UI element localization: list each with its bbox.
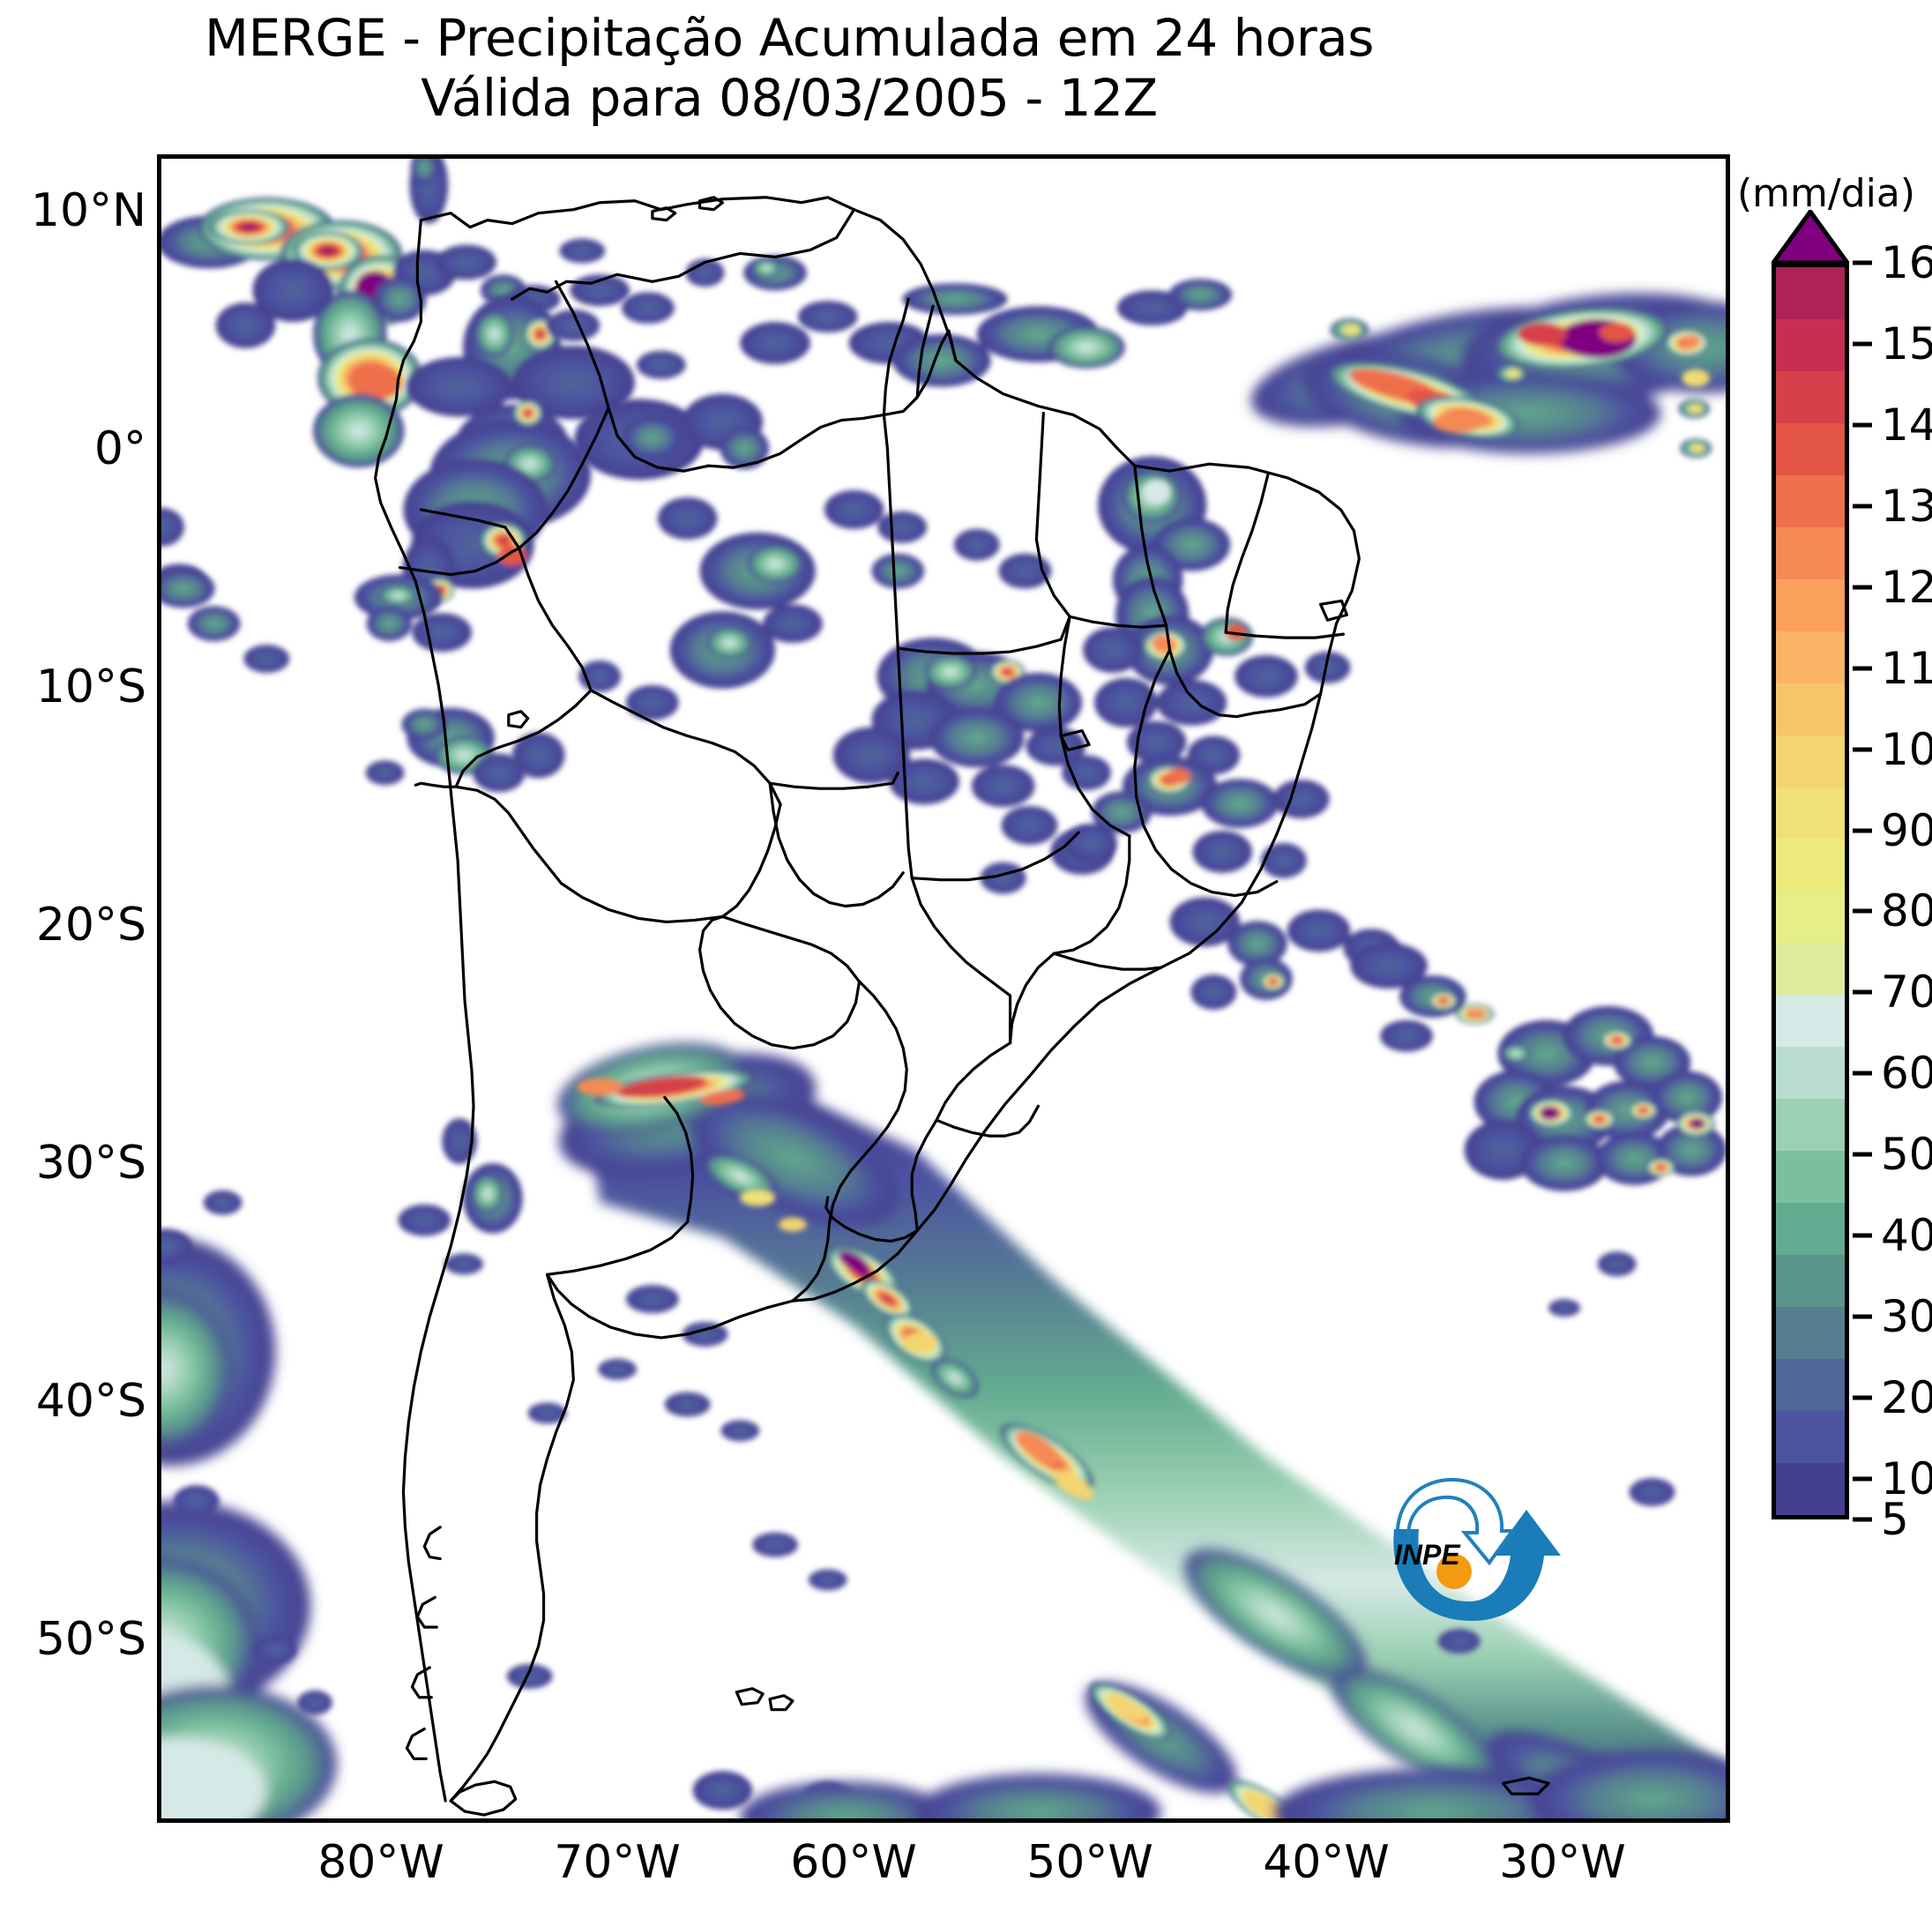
logo-text: INPE (1394, 1539, 1461, 1571)
colorbar-tick (1853, 504, 1872, 509)
precipitation-map-plot (157, 154, 1730, 1823)
colorbar-tick-label: 90 (1881, 804, 1932, 856)
colorbar-tick-label: 120 (1881, 561, 1932, 613)
colorbar-tick (1853, 989, 1872, 995)
colorbar-band (1776, 422, 1845, 475)
colorbar-band (1776, 370, 1845, 423)
title-line-2: Válida para 08/03/2005 - 12Z (421, 67, 1158, 128)
colorbar-band (1776, 1255, 1845, 1308)
colorbar-band (1776, 839, 1845, 892)
page-title: MERGE - Precipitação Acumulada em 24 hor… (0, 8, 1578, 129)
colorbar-tick-label: 10 (1881, 1453, 1932, 1505)
colorbar-band (1776, 267, 1845, 319)
arc-arrow-icon (1395, 1477, 1516, 1566)
colorbar-tick-label: 150 (1881, 317, 1932, 370)
swoosh-arrow-icon (1393, 1510, 1561, 1621)
colorbar-tick (1853, 1152, 1872, 1157)
x-axis-label-40W: 40°W (1263, 1836, 1390, 1889)
y-axis-label-50S: 50°S (35, 1613, 146, 1666)
colorbar-band (1776, 1151, 1845, 1204)
colorbar-tick (1853, 341, 1872, 347)
colorbar-tick-label: 130 (1881, 480, 1932, 532)
colorbar-band (1776, 787, 1845, 840)
colorbar-tick-label: 160 (1881, 237, 1932, 288)
colorbar-tick-label: 30 (1881, 1291, 1932, 1343)
x-axis-label-50W: 50°W (1026, 1836, 1153, 1889)
inpe-logo: INPE (1380, 1471, 1561, 1639)
colorbar-tick (1853, 1476, 1872, 1482)
y-axis-label-0: 0° (93, 422, 146, 475)
x-axis-label-30W: 30°W (1499, 1836, 1626, 1889)
colorbar-band (1776, 1203, 1845, 1256)
colorbar-band (1776, 1307, 1845, 1360)
colorbar-band (1776, 318, 1845, 371)
colorbar-tick (1853, 1233, 1872, 1238)
colorbar-gradient (1772, 263, 1849, 1519)
colorbar-tick-label: 80 (1881, 885, 1932, 937)
y-axis-label-10S: 10°S (35, 661, 146, 713)
colorbar: (mm/dia) 510 20 30 40 50 60 70 80 90 100 110 120 130… (1737, 171, 1932, 1693)
colorbar-tick (1853, 1071, 1872, 1076)
colorbar-tick (1853, 1395, 1872, 1400)
y-axis-label-10N: 10°N (30, 184, 146, 237)
colorbar-band (1776, 683, 1845, 735)
colorbar-band (1776, 1099, 1845, 1152)
colorbar-over-range-arrow-icon (1772, 210, 1849, 265)
colorbar-unit-label: (mm/dia) (1737, 171, 1915, 216)
colorbar-tick-label: 70 (1881, 967, 1932, 1019)
colorbar-tick (1853, 666, 1872, 671)
x-axis-label-80W: 80°W (317, 1836, 444, 1889)
colorbar-tick-label: 5 (1881, 1494, 1909, 1545)
colorbar-tick (1853, 747, 1872, 752)
precipitation-field-svg (161, 159, 1726, 1818)
colorbar-tick (1853, 828, 1872, 833)
colorbar-tick-label: 60 (1881, 1048, 1932, 1100)
colorbar-band (1776, 474, 1845, 527)
colorbar-band (1776, 1047, 1845, 1100)
colorbar-band (1776, 943, 1845, 996)
colorbar-tick-label: 40 (1881, 1210, 1932, 1262)
colorbar-tick (1853, 260, 1872, 265)
colorbar-tick-label: 110 (1881, 642, 1932, 694)
colorbar-band (1776, 526, 1845, 579)
colorbar-tick-label: 20 (1881, 1372, 1932, 1424)
colorbar-band (1776, 995, 1845, 1048)
colorbar-tick-label: 140 (1881, 399, 1932, 451)
colorbar-tick (1853, 1517, 1872, 1522)
colorbar-tick-label: 100 (1881, 723, 1932, 775)
colorbar-band (1776, 735, 1845, 788)
title-line-1: MERGE - Precipitação Acumulada em 24 hor… (205, 8, 1374, 68)
y-axis-label-40S: 40°S (35, 1375, 146, 1428)
map-borders (374, 196, 1550, 1817)
x-axis-label-60W: 60°W (790, 1836, 917, 1889)
colorbar-tick (1853, 908, 1872, 914)
colorbar-tick (1853, 585, 1872, 590)
colorbar-band (1776, 1462, 1845, 1515)
y-axis-label-20S: 20°S (35, 899, 146, 952)
precipitation-contours (161, 159, 1726, 1818)
colorbar-band (1776, 891, 1845, 944)
colorbar-band (1776, 579, 1845, 631)
y-axis-label-30S: 30°S (35, 1137, 146, 1190)
colorbar-tick (1853, 422, 1872, 428)
orange-dot-icon (1436, 1554, 1472, 1589)
colorbar-band (1776, 631, 1845, 683)
x-axis-label-70W: 70°W (554, 1836, 681, 1889)
colorbar-band (1776, 1359, 1845, 1411)
colorbar-tick-label: 50 (1881, 1129, 1932, 1181)
colorbar-tick (1853, 1314, 1872, 1319)
colorbar-band (1776, 1410, 1845, 1463)
